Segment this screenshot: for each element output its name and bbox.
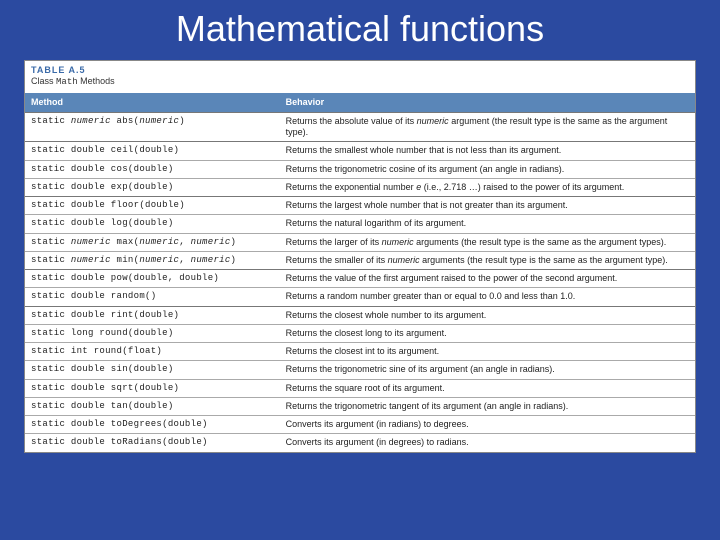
slide-title: Mathematical functions: [0, 0, 720, 60]
behavior-cell: Returns the closest int to its argument.: [280, 343, 695, 361]
behavior-cell: Returns the absolute value of its numeri…: [280, 112, 695, 142]
table-row: static numeric abs(numeric)Returns the a…: [25, 112, 695, 142]
table-row: static double exp(double)Returns the exp…: [25, 178, 695, 196]
table-row: static int round(float)Returns the close…: [25, 343, 695, 361]
method-cell: static double toRadians(double): [25, 434, 280, 452]
method-cell: static double exp(double): [25, 178, 280, 196]
method-cell: static double rint(double): [25, 306, 280, 324]
table-header-row: Method Behavior: [25, 93, 695, 113]
table-row: static double cos(double)Returns the tri…: [25, 160, 695, 178]
behavior-cell: Returns the smallest whole number that i…: [280, 142, 695, 160]
behavior-cell: Returns the closest whole number to its …: [280, 306, 695, 324]
method-cell: static numeric max(numeric, numeric): [25, 233, 280, 251]
method-cell: static numeric abs(numeric): [25, 112, 280, 142]
table-row: static double tan(double)Returns the tri…: [25, 397, 695, 415]
table-subtitle-prefix: Class: [31, 76, 56, 86]
table-body: static numeric abs(numeric)Returns the a…: [25, 112, 695, 451]
method-cell: static double toDegrees(double): [25, 416, 280, 434]
behavior-cell: Returns the trigonometric sine of its ar…: [280, 361, 695, 379]
method-cell: static double cos(double): [25, 160, 280, 178]
behavior-cell: Returns the value of the first argument …: [280, 270, 695, 288]
method-cell: static double random(): [25, 288, 280, 306]
table-subtitle-suffix: Methods: [78, 76, 115, 86]
method-cell: static double log(double): [25, 215, 280, 233]
table-row: static double rint(double)Returns the cl…: [25, 306, 695, 324]
method-cell: static double floor(double): [25, 197, 280, 215]
behavior-cell: Returns the natural logarithm of its arg…: [280, 215, 695, 233]
table-row: static double log(double)Returns the nat…: [25, 215, 695, 233]
behavior-cell: Returns the trigonometric tangent of its…: [280, 397, 695, 415]
table-row: static double pow(double, double)Returns…: [25, 270, 695, 288]
behavior-cell: Converts its argument (in degrees) to ra…: [280, 434, 695, 452]
methods-table: Method Behavior static numeric abs(numer…: [25, 93, 695, 452]
table-row: static double toDegrees(double)Converts …: [25, 416, 695, 434]
method-cell: static double pow(double, double): [25, 270, 280, 288]
col-header-method: Method: [25, 93, 280, 113]
method-cell: static double tan(double): [25, 397, 280, 415]
behavior-cell: Returns a random number greater than or …: [280, 288, 695, 306]
table-row: static long round(double)Returns the clo…: [25, 324, 695, 342]
table-caption: TABLE A.5: [25, 61, 695, 76]
behavior-cell: Returns the larger of its numeric argume…: [280, 233, 695, 251]
behavior-cell: Returns the closest long to its argument…: [280, 324, 695, 342]
table-row: static double ceil(double)Returns the sm…: [25, 142, 695, 160]
method-cell: static numeric min(numeric, numeric): [25, 251, 280, 269]
table-row: static double toRadians(double)Converts …: [25, 434, 695, 452]
table-row: static double sqrt(double)Returns the sq…: [25, 379, 695, 397]
method-cell: static int round(float): [25, 343, 280, 361]
method-cell: static double sqrt(double): [25, 379, 280, 397]
table-row: static double floor(double)Returns the l…: [25, 197, 695, 215]
col-header-behavior: Behavior: [280, 93, 695, 113]
table-row: static numeric max(numeric, numeric)Retu…: [25, 233, 695, 251]
behavior-cell: Returns the square root of its argument.: [280, 379, 695, 397]
method-cell: static double sin(double): [25, 361, 280, 379]
behavior-cell: Returns the largest whole number that is…: [280, 197, 695, 215]
behavior-cell: Returns the smaller of its numeric argum…: [280, 251, 695, 269]
behavior-cell: Converts its argument (in radians) to de…: [280, 416, 695, 434]
table-subtitle: Class Math Methods: [25, 76, 695, 92]
behavior-cell: Returns the exponential number e (i.e., …: [280, 178, 695, 196]
table-subtitle-code: Math: [56, 77, 78, 87]
table-row: static numeric min(numeric, numeric)Retu…: [25, 251, 695, 269]
table-row: static double sin(double)Returns the tri…: [25, 361, 695, 379]
behavior-cell: Returns the trigonometric cosine of its …: [280, 160, 695, 178]
method-cell: static long round(double): [25, 324, 280, 342]
math-methods-table: TABLE A.5 Class Math Methods Method Beha…: [24, 60, 696, 453]
table-row: static double random()Returns a random n…: [25, 288, 695, 306]
method-cell: static double ceil(double): [25, 142, 280, 160]
